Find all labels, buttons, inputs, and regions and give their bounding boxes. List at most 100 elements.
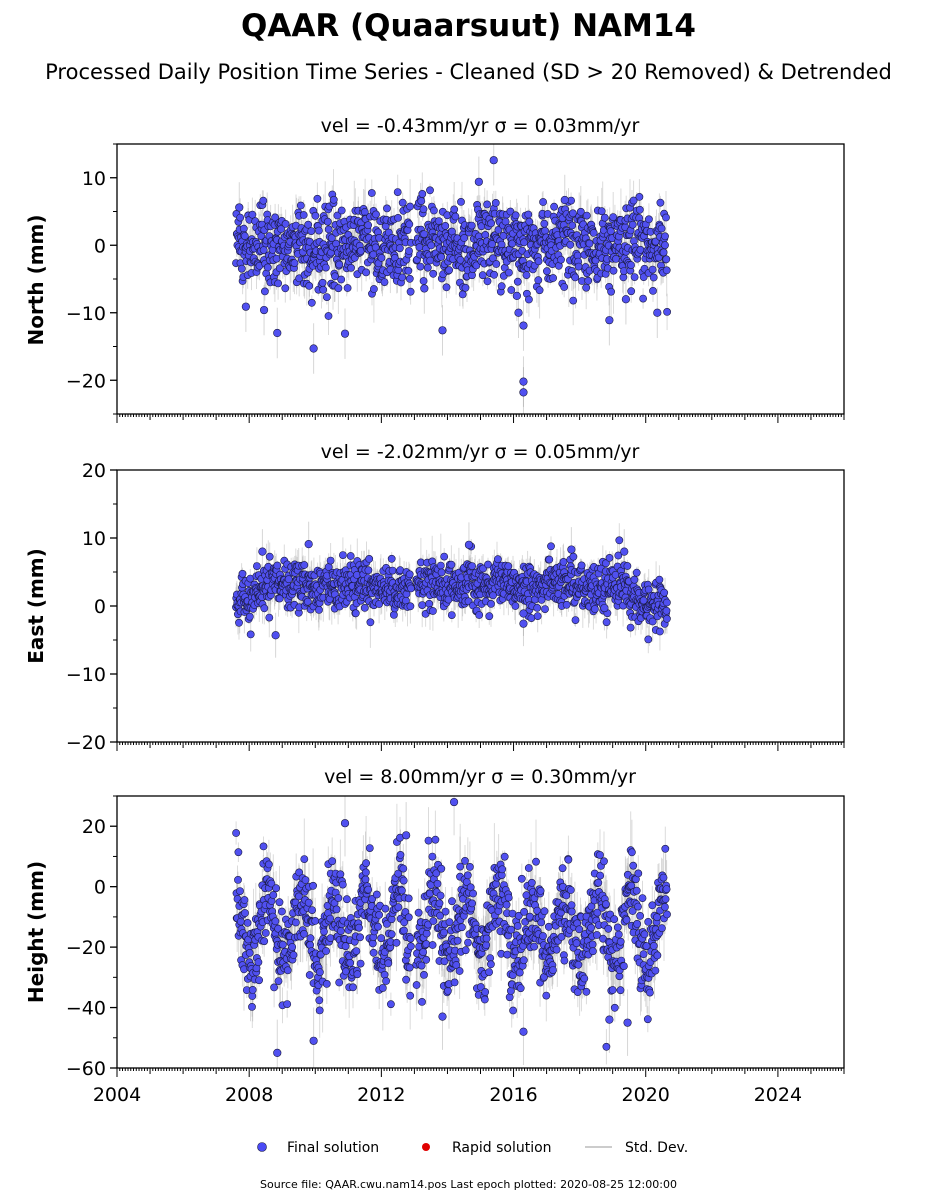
data-point xyxy=(644,635,653,644)
data-point xyxy=(648,617,657,626)
data-point xyxy=(655,575,664,584)
y-tick-label: 10 xyxy=(82,168,106,190)
data-point xyxy=(324,225,333,234)
data-point xyxy=(329,195,338,204)
data-point xyxy=(540,219,549,228)
data-point xyxy=(372,210,380,219)
data-point xyxy=(522,271,531,279)
data-point xyxy=(623,562,632,570)
data-point xyxy=(569,552,578,561)
data-point xyxy=(418,601,427,609)
data-point xyxy=(248,210,257,219)
data-point xyxy=(481,230,490,239)
panel-east-title: vel = -2.02mm/yr σ = 0.05mm/yr xyxy=(321,441,640,463)
data-point xyxy=(369,285,378,293)
data-point xyxy=(281,284,290,293)
final-solution-points xyxy=(232,536,671,644)
data-point xyxy=(237,264,246,273)
data-point xyxy=(649,286,657,295)
data-point xyxy=(284,575,293,584)
data-point xyxy=(327,234,336,242)
data-point xyxy=(557,255,565,264)
data-point xyxy=(423,263,432,272)
data-point xyxy=(318,278,327,287)
data-point xyxy=(380,278,389,286)
data-point xyxy=(425,599,434,608)
y-tick-label: 0 xyxy=(94,235,106,257)
data-point xyxy=(429,206,438,215)
data-point xyxy=(458,290,467,299)
data-point xyxy=(273,561,282,570)
data-point xyxy=(571,273,580,282)
data-point xyxy=(419,277,428,285)
data-point xyxy=(656,627,664,636)
data-point-outlier xyxy=(560,195,569,205)
data-point-outlier xyxy=(519,377,528,386)
data-point xyxy=(240,232,249,240)
data-point xyxy=(566,240,575,249)
data-point xyxy=(620,267,628,275)
data-point xyxy=(662,255,671,264)
data-point xyxy=(405,220,414,229)
data-point xyxy=(639,294,647,303)
data-point-outlier xyxy=(438,326,447,335)
data-point xyxy=(644,585,653,594)
data-point xyxy=(442,283,451,292)
data-point-outlier xyxy=(474,177,483,186)
data-point xyxy=(334,284,343,293)
data-point xyxy=(662,266,671,275)
data-point xyxy=(600,213,609,222)
data-point xyxy=(238,569,247,578)
data-point xyxy=(545,555,554,564)
data-point xyxy=(539,198,547,206)
data-point xyxy=(560,283,569,291)
data-point xyxy=(434,217,443,225)
data-point xyxy=(490,270,498,279)
data-point xyxy=(420,230,428,238)
data-point xyxy=(360,604,369,612)
data-point xyxy=(524,210,533,219)
data-point xyxy=(429,269,438,278)
data-point xyxy=(484,560,492,569)
data-point xyxy=(629,196,638,205)
data-point xyxy=(483,200,491,209)
data-point xyxy=(661,232,669,241)
data-point-outlier xyxy=(235,203,244,212)
data-point xyxy=(582,283,591,292)
data-point xyxy=(346,552,355,560)
data-point xyxy=(290,259,299,267)
data-point xyxy=(277,225,285,233)
data-point xyxy=(260,604,269,613)
data-point xyxy=(507,286,516,294)
data-point xyxy=(663,614,671,623)
figure-title: QAAR (Quaarsuut) NAM14 xyxy=(241,8,696,44)
data-point xyxy=(445,266,453,275)
data-point xyxy=(313,194,322,203)
data-point xyxy=(281,219,290,228)
data-point xyxy=(657,224,666,233)
data-point xyxy=(628,220,637,229)
data-point xyxy=(274,279,282,288)
data-point xyxy=(591,605,599,613)
data-point-outlier xyxy=(273,328,282,338)
data-point xyxy=(491,198,500,207)
data-point xyxy=(475,611,484,619)
data-point xyxy=(577,561,586,570)
figure-subtitle: Processed Daily Position Time Series - C… xyxy=(45,60,892,84)
data-point xyxy=(351,609,360,618)
data-point xyxy=(406,202,414,211)
data-point xyxy=(275,264,284,273)
data-point xyxy=(300,561,309,569)
data-point xyxy=(504,562,513,571)
data-point xyxy=(663,598,671,607)
data-point xyxy=(626,623,635,632)
data-point xyxy=(533,612,542,620)
data-point xyxy=(441,221,450,230)
data-point xyxy=(639,596,648,605)
data-point xyxy=(388,566,397,575)
data-point xyxy=(543,267,551,276)
data-point xyxy=(492,260,501,268)
data-point xyxy=(347,263,355,272)
data-point xyxy=(569,209,577,218)
data-point xyxy=(326,556,335,565)
